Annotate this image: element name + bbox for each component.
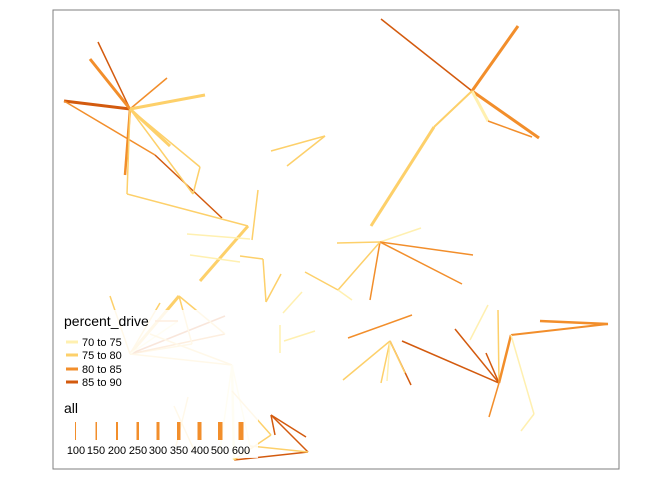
desire-line [471,89,540,140]
width-label: 600 [232,445,250,457]
desire-line [262,258,267,303]
desire-line [510,323,609,336]
desire-line [520,413,535,432]
desire-line [63,100,156,156]
desire-line [186,233,251,240]
width-label: 150 [87,445,105,457]
desire-line [270,414,309,453]
width-label: 300 [149,445,167,457]
desire-line [497,334,513,384]
desire-line [304,271,339,291]
desire-line [487,120,533,138]
desire-line [469,304,489,341]
desire-line [283,330,316,342]
desire-line [379,227,422,243]
desire-line [386,340,391,382]
color-legend: percent_drive 70 to 75 75 to 80 80 to 85… [64,313,149,389]
width-label: 350 [170,445,188,457]
legend-label: 70 to 75 [82,337,122,349]
desire-line [369,241,381,301]
desire-line [380,340,391,384]
desire-line [97,41,131,110]
desire-line [369,126,436,227]
desire-line [282,291,303,314]
desire-line [270,414,276,436]
desire-line [433,90,473,128]
desire-line [380,18,473,92]
legend-label: 75 to 80 [82,350,122,362]
desire-line [470,25,520,92]
desire-line [485,352,500,384]
width-key [156,422,160,440]
desire-line [337,241,381,291]
desire-line [251,189,259,241]
desire-line [270,135,326,152]
width-key [197,422,202,440]
width-key [116,422,118,440]
desire-line [233,451,309,461]
desire-line [347,314,413,339]
desire-line [126,108,131,195]
color-legend-title: percent_drive [64,313,149,329]
desire-line [454,328,500,384]
width-key [238,422,244,440]
desire-line [189,254,241,263]
desire-line [129,93,206,111]
desire-line [129,77,168,110]
desire-line [539,319,609,326]
width-key [177,422,181,440]
width-label: 400 [191,445,209,457]
desire-line [470,90,490,122]
desire-line [63,99,131,111]
desire-line [510,334,535,415]
width-legend-title: all [64,400,78,416]
desire-line [389,340,406,374]
desire-line [265,273,282,303]
width-key [95,422,97,440]
desire-line [192,166,201,195]
desire-line [88,58,132,110]
desire-line [129,108,201,168]
desire-line [342,340,391,381]
width-legend: all 100 150 200 250 300 350 400 500 600 [64,400,250,457]
desire-line [337,289,353,301]
desire-line [401,340,500,384]
desire-line [249,445,309,453]
desire-line [336,241,381,244]
desire-line [129,108,194,195]
width-label: 100 [67,445,85,457]
legend-label: 85 to 90 [82,377,122,389]
width-label: 500 [211,445,229,457]
desire-line [497,309,500,384]
desire-line [239,255,264,260]
width-key [218,422,223,440]
desire-line [286,135,326,167]
desire-line [126,193,249,227]
legend-label: 80 to 85 [82,364,122,376]
desire-line [488,382,500,418]
desire-line [154,154,223,219]
desire-line [270,414,307,438]
desire-line [379,241,474,256]
desire-line [379,241,463,285]
width-key [75,422,76,440]
desire-line [198,225,250,282]
width-key [136,422,139,440]
width-label: 250 [129,445,147,457]
width-label: 200 [108,445,126,457]
